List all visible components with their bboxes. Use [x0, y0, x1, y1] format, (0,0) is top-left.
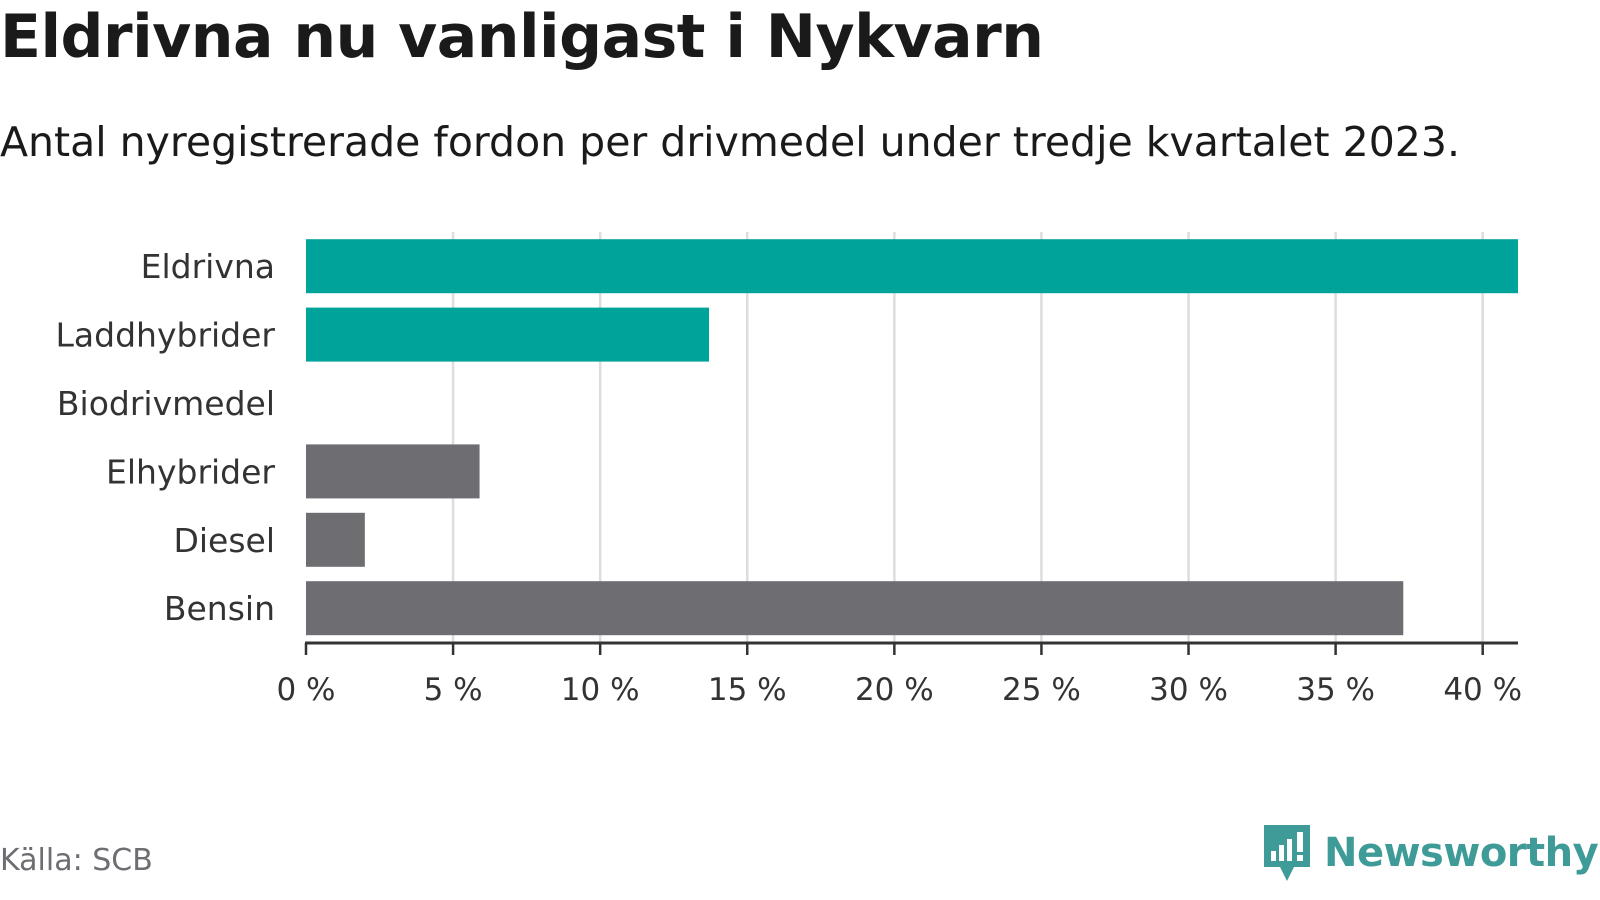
bars	[306, 239, 1518, 636]
bar-bensin	[306, 581, 1404, 636]
gridlines	[451, 232, 1484, 643]
category-label: Diesel	[173, 521, 275, 560]
category-labels: Eldrivna Laddhybrider Biodrivmedel Elhybrid…	[56, 247, 276, 628]
x-tick-label: 10 %	[561, 672, 640, 708]
chart-subtitle: Antal nyregistrerade fordon per drivmede…	[0, 118, 1461, 166]
brand-name: Newsworthy	[1324, 830, 1599, 876]
category-label: Elhybrider	[106, 452, 275, 491]
x-tick-label: 25 %	[1002, 672, 1081, 708]
x-tick-label: 40 %	[1443, 672, 1522, 708]
x-tick-label: 5 %	[424, 672, 483, 708]
category-label: Biodrivmedel	[57, 384, 275, 423]
bar-elhybrider	[306, 444, 480, 499]
bar-chart: 0 % 5 % 10 % 15 % 20 % 25 % 30 % 35 % 40 % Eldri…	[56, 232, 1522, 708]
bar-eldrivna	[306, 239, 1518, 294]
x-axis: 0 % 5 % 10 % 15 % 20 % 25 % 30 % 35 % 40 %	[276, 641, 1522, 708]
bar-laddhybrider	[306, 307, 710, 362]
x-tick-label: 0 %	[276, 672, 335, 708]
newsworthy-logo-icon	[1264, 825, 1310, 881]
source-note: Källa: SCB	[0, 843, 153, 878]
x-tick-label: 35 %	[1296, 672, 1375, 708]
brand-logo: Newsworthy	[1262, 820, 1599, 886]
category-label: Laddhybrider	[56, 316, 276, 355]
x-tick-label: 15 %	[708, 672, 787, 708]
bar-diesel	[306, 512, 365, 567]
category-label: Eldrivna	[141, 247, 275, 286]
chart-title: Eldrivna nu vanligast i Nykvarn	[0, 2, 1044, 72]
x-tick-label: 30 %	[1149, 672, 1228, 708]
x-tick-label: 20 %	[855, 672, 934, 708]
category-label: Bensin	[164, 589, 275, 628]
